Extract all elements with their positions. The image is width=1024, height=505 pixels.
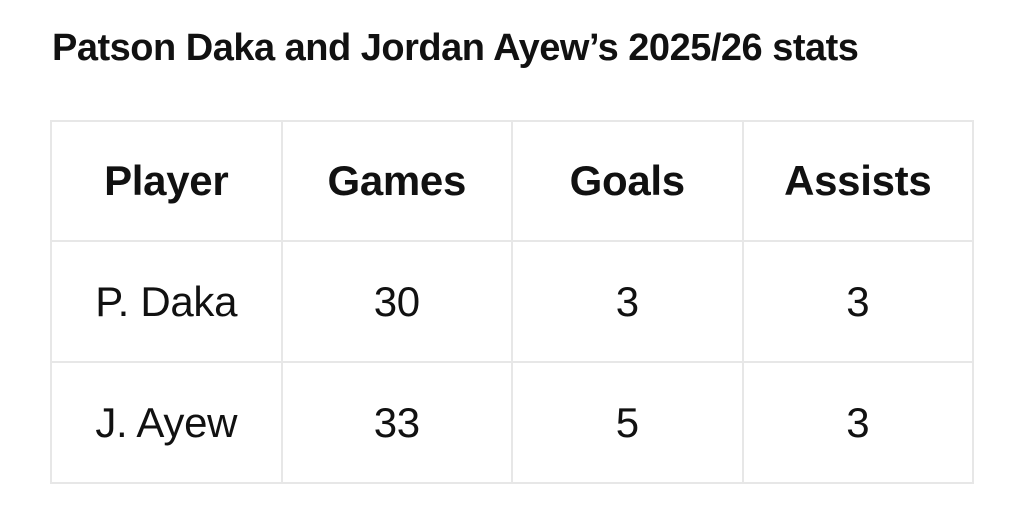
column-header-assists: Assists bbox=[741, 120, 974, 242]
column-header-games: Games bbox=[280, 120, 513, 242]
table-row: J. Ayew 33 5 3 bbox=[50, 361, 974, 484]
cell-assists: 3 bbox=[741, 240, 974, 363]
cell-goals: 3 bbox=[511, 240, 744, 363]
stats-table: Player Games Goals Assists P. Daka 30 3 … bbox=[50, 120, 974, 484]
cell-games: 33 bbox=[280, 361, 513, 484]
column-header-goals: Goals bbox=[511, 120, 744, 242]
cell-games: 30 bbox=[280, 240, 513, 363]
page-title: Patson Daka and Jordan Ayew’s 2025/26 st… bbox=[52, 27, 859, 69]
cell-assists: 3 bbox=[741, 361, 974, 484]
table-header: Player Games Goals Assists bbox=[50, 120, 974, 242]
table-body: P. Daka 30 3 3 J. Ayew 33 5 3 bbox=[50, 240, 974, 484]
cell-goals: 5 bbox=[511, 361, 744, 484]
column-header-player: Player bbox=[50, 120, 283, 242]
cell-player-name: J. Ayew bbox=[50, 361, 283, 484]
cell-player-name: P. Daka bbox=[50, 240, 283, 363]
table-header-row: Player Games Goals Assists bbox=[50, 120, 974, 242]
table-row: P. Daka 30 3 3 bbox=[50, 240, 974, 363]
